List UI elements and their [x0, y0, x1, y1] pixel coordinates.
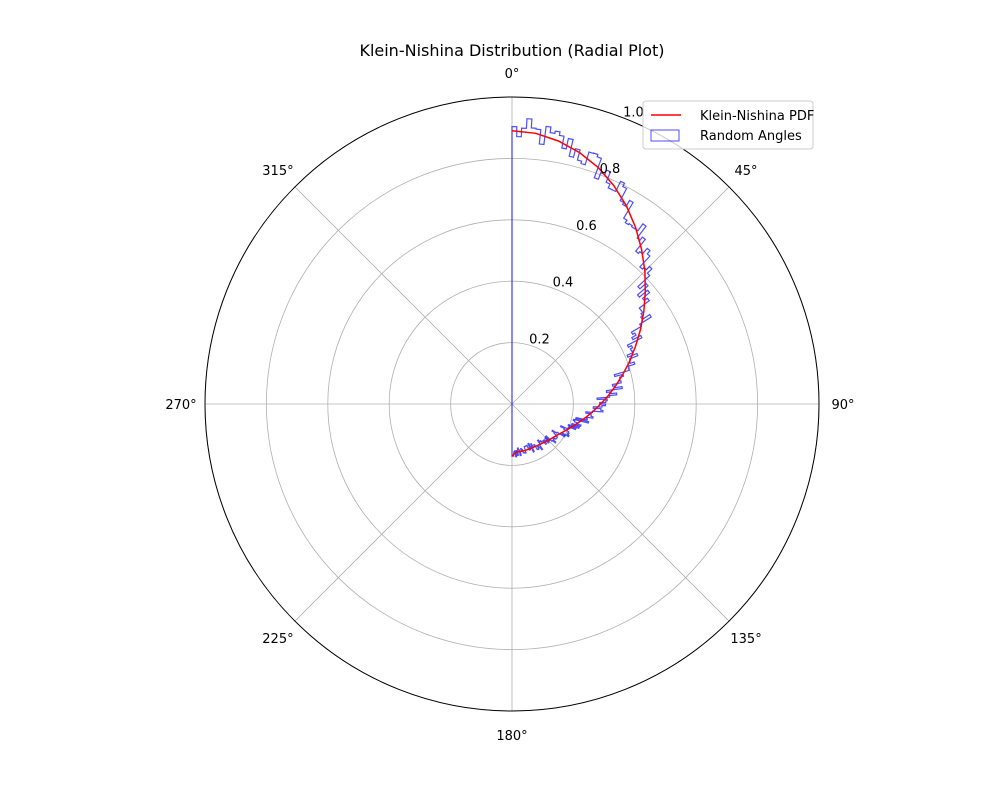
theta-tick-label: 225°	[262, 632, 293, 647]
axis-labels: 0° 45° 90° 135° 180° 225° 270° 315° 0.2 0.4 0.6 0.8…	[165, 67, 854, 744]
r-tick-label: 0.4	[553, 276, 574, 291]
theta-tick-label: 180°	[496, 729, 527, 744]
angular-gridline	[511, 403, 730, 622]
theta-tick-label: 270°	[165, 398, 196, 413]
theta-tick-label: 135°	[730, 632, 761, 647]
r-tick-label: 0.2	[529, 332, 550, 347]
plot-area	[511, 118, 653, 458]
theta-tick-label: 315°	[262, 164, 293, 179]
chart-title: Klein-Nishina Distribution (Radial Plot)	[359, 41, 664, 60]
r-tick-label: 0.6	[576, 219, 597, 234]
angular-gridline	[294, 186, 513, 405]
legend-swatch-random-angles	[650, 129, 680, 142]
legend-box	[642, 100, 814, 150]
theta-tick-label: 45°	[735, 164, 758, 179]
series-random-angles	[511, 118, 653, 458]
angular-gridline	[511, 186, 730, 405]
theta-tick-label: 0°	[505, 67, 520, 82]
legend-label-random-angles: Random Angles	[700, 129, 802, 144]
legend: Klein-Nishina PDF Random Angles	[642, 100, 814, 150]
legend-label-klein-nishina-pdf: Klein-Nishina PDF	[700, 109, 814, 124]
r-tick-label: 1.0	[623, 105, 644, 120]
angular-gridline	[294, 403, 513, 622]
theta-tick-label: 90°	[831, 398, 854, 413]
r-tick-label: 0.8	[600, 162, 621, 177]
series-klein-nishina-pdf	[511, 130, 647, 457]
polar-frame	[204, 96, 820, 712]
